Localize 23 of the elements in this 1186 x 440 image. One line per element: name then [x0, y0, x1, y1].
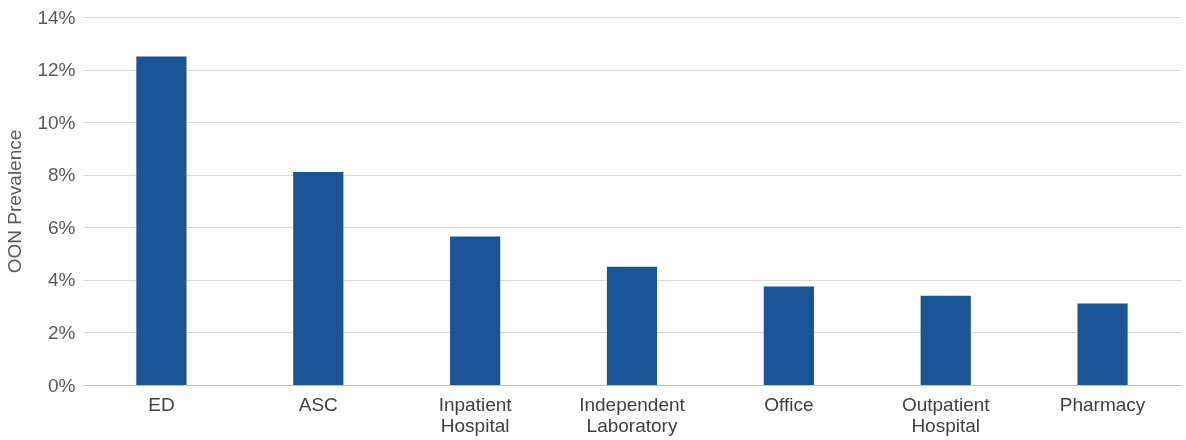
y-tick-label: 6%: [48, 216, 76, 238]
x-tick-label: ED: [148, 393, 175, 415]
bar: [763, 286, 814, 385]
y-tick-label: 4%: [48, 269, 76, 291]
x-tick-label: ASC: [298, 393, 338, 415]
x-tick-label: Office: [764, 393, 814, 415]
y-tick-label: 2%: [48, 321, 76, 343]
bar: [606, 266, 658, 385]
y-axis-title: OON Prevalence: [4, 129, 26, 274]
bar: [920, 295, 971, 385]
bar: [450, 236, 501, 385]
y-tick-label: 0%: [48, 374, 76, 396]
x-tick-label: Inpatient Hospital: [438, 393, 513, 436]
x-tick-label: Outpatient Hospital: [901, 393, 991, 436]
y-tick-label: 14%: [37, 6, 76, 28]
y-tick-label: 8%: [48, 164, 76, 186]
x-tick-label: Independent Laboratory: [579, 393, 686, 436]
y-tick-label: 10%: [37, 111, 76, 133]
bar: [1077, 303, 1128, 385]
x-tick-label: Pharmacy: [1059, 393, 1146, 415]
y-tick-label: 12%: [37, 59, 76, 81]
bar: [136, 56, 187, 385]
bar: [293, 172, 344, 385]
